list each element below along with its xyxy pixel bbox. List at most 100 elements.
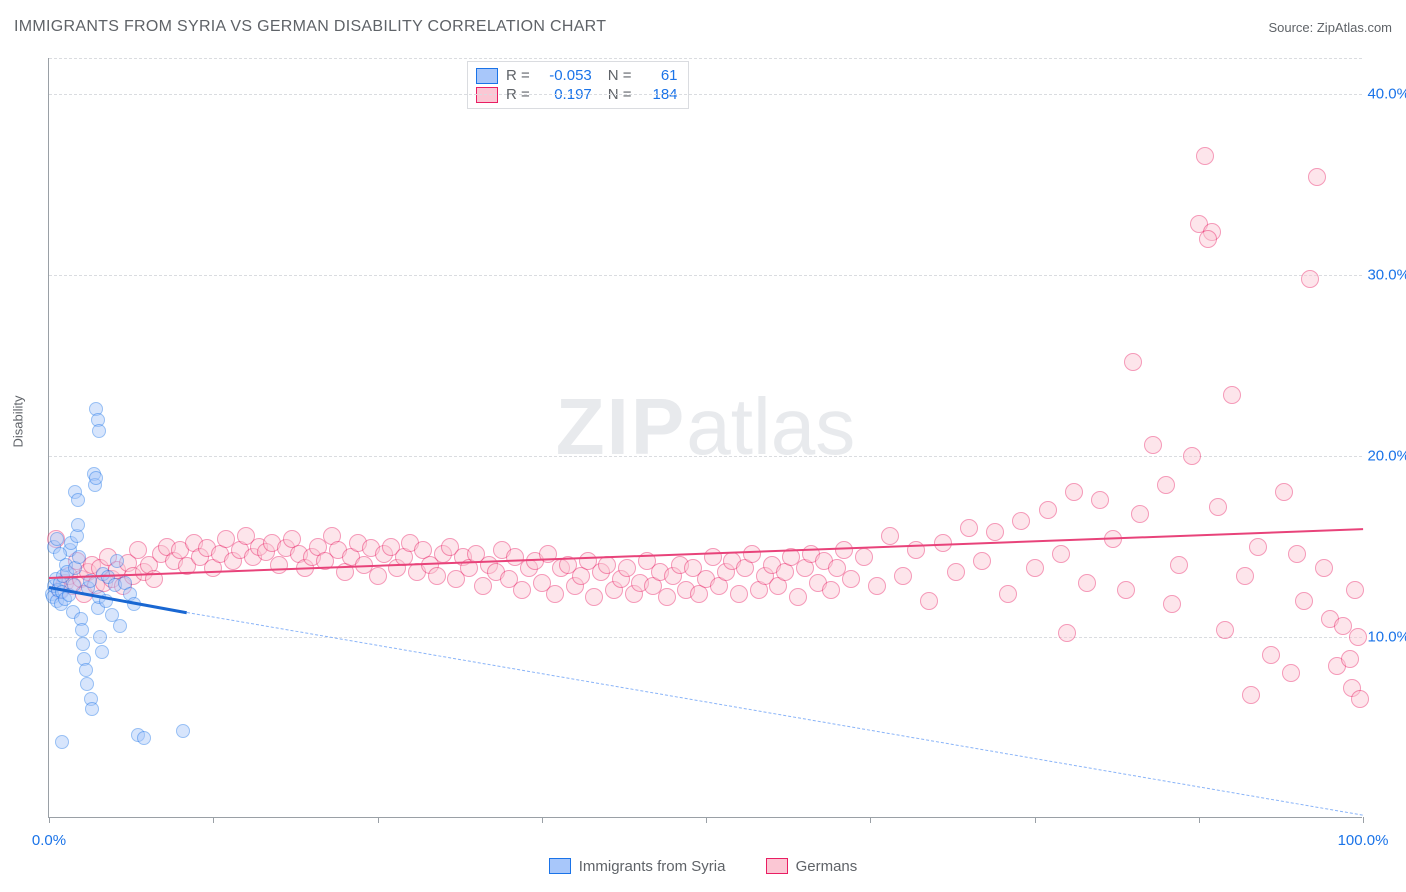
data-point: [1157, 476, 1175, 494]
data-point: [85, 702, 99, 716]
gridline: [49, 94, 1362, 95]
gridline: [49, 637, 1362, 638]
data-point: [71, 518, 85, 532]
trend-line: [187, 612, 1363, 816]
data-point: [618, 559, 636, 577]
data-point: [93, 630, 107, 644]
data-point: [1223, 386, 1241, 404]
data-point: [55, 735, 69, 749]
watermark-bold: ZIP: [556, 381, 686, 470]
data-point: [822, 581, 840, 599]
gridline: [49, 275, 1362, 276]
data-point: [1183, 447, 1201, 465]
data-point: [855, 548, 873, 566]
chart-title: IMMIGRANTS FROM SYRIA VS GERMAN DISABILI…: [14, 18, 606, 36]
data-point: [428, 567, 446, 585]
x-tick: [706, 817, 707, 823]
data-point: [1346, 581, 1364, 599]
data-point: [1351, 690, 1369, 708]
data-point: [1295, 592, 1313, 610]
y-tick-label: 40.0%: [1367, 86, 1406, 103]
data-point: [920, 592, 938, 610]
y-tick-label: 10.0%: [1367, 629, 1406, 646]
data-point: [1131, 505, 1149, 523]
data-point: [1216, 621, 1234, 639]
data-point: [743, 545, 761, 563]
data-point: [1262, 646, 1280, 664]
data-point: [137, 731, 151, 745]
legend-label-blue: Immigrants from Syria: [579, 858, 726, 875]
data-point: [92, 424, 106, 438]
chart-container: IMMIGRANTS FROM SYRIA VS GERMAN DISABILI…: [0, 0, 1406, 892]
legend-item-blue: Immigrants from Syria: [549, 858, 726, 875]
data-point: [973, 552, 991, 570]
data-point: [1301, 270, 1319, 288]
x-tick: [49, 817, 50, 823]
data-point: [270, 556, 288, 574]
y-tick-label: 30.0%: [1367, 267, 1406, 284]
legend-item-pink: Germans: [766, 858, 858, 875]
data-point: [999, 585, 1017, 603]
data-point: [1199, 230, 1217, 248]
data-point: [53, 547, 67, 561]
data-point: [1091, 491, 1109, 509]
watermark: ZIPatlas: [556, 380, 855, 472]
data-point: [1242, 686, 1260, 704]
watermark-rest: atlas: [686, 381, 855, 470]
data-point: [176, 724, 190, 738]
plot-area: ZIPatlas R = -0.053 N = 61 R = 0.197 N =…: [48, 58, 1362, 818]
data-point: [835, 541, 853, 559]
data-point: [50, 532, 64, 546]
x-tick: [213, 817, 214, 823]
data-point: [113, 619, 127, 633]
data-point: [1052, 545, 1070, 563]
data-point: [1163, 595, 1181, 613]
data-point: [1117, 581, 1135, 599]
legend-label-pink: Germans: [796, 858, 858, 875]
data-point: [1012, 512, 1030, 530]
data-point: [1236, 567, 1254, 585]
data-point: [842, 570, 860, 588]
x-tick: [1363, 817, 1364, 823]
x-tick-label: 0.0%: [32, 832, 66, 849]
y-axis-title: Disability: [11, 395, 26, 447]
data-point: [1065, 483, 1083, 501]
data-point: [1349, 628, 1367, 646]
data-point: [658, 588, 676, 606]
data-point: [75, 623, 89, 637]
data-point: [546, 585, 564, 603]
data-point: [474, 577, 492, 595]
data-point: [986, 523, 1004, 541]
swatch-blue: [476, 68, 498, 84]
data-point: [513, 581, 531, 599]
x-tick: [1035, 817, 1036, 823]
data-point: [585, 588, 603, 606]
source-label: Source: ZipAtlas.com: [1268, 20, 1392, 35]
x-tick: [542, 817, 543, 823]
gridline: [49, 456, 1362, 457]
data-point: [1026, 559, 1044, 577]
data-point: [1209, 498, 1227, 516]
data-point: [369, 567, 387, 585]
r-label: R =: [506, 67, 530, 84]
gridline: [49, 58, 1362, 59]
data-point: [1078, 574, 1096, 592]
swatch-pink: [766, 858, 788, 874]
data-point: [1058, 624, 1076, 642]
data-point: [1249, 538, 1267, 556]
data-point: [1308, 168, 1326, 186]
data-point: [881, 527, 899, 545]
stats-legend: R = -0.053 N = 61 R = 0.197 N = 184: [467, 61, 689, 109]
y-tick-label: 20.0%: [1367, 448, 1406, 465]
data-point: [894, 567, 912, 585]
data-point: [1282, 664, 1300, 682]
swatch-blue: [549, 858, 571, 874]
data-point: [1275, 483, 1293, 501]
data-point: [79, 663, 93, 677]
data-point: [1039, 501, 1057, 519]
data-point: [1315, 559, 1333, 577]
data-point: [110, 554, 124, 568]
data-point: [947, 563, 965, 581]
data-point: [1144, 436, 1162, 454]
n-value-blue: 61: [640, 67, 678, 84]
